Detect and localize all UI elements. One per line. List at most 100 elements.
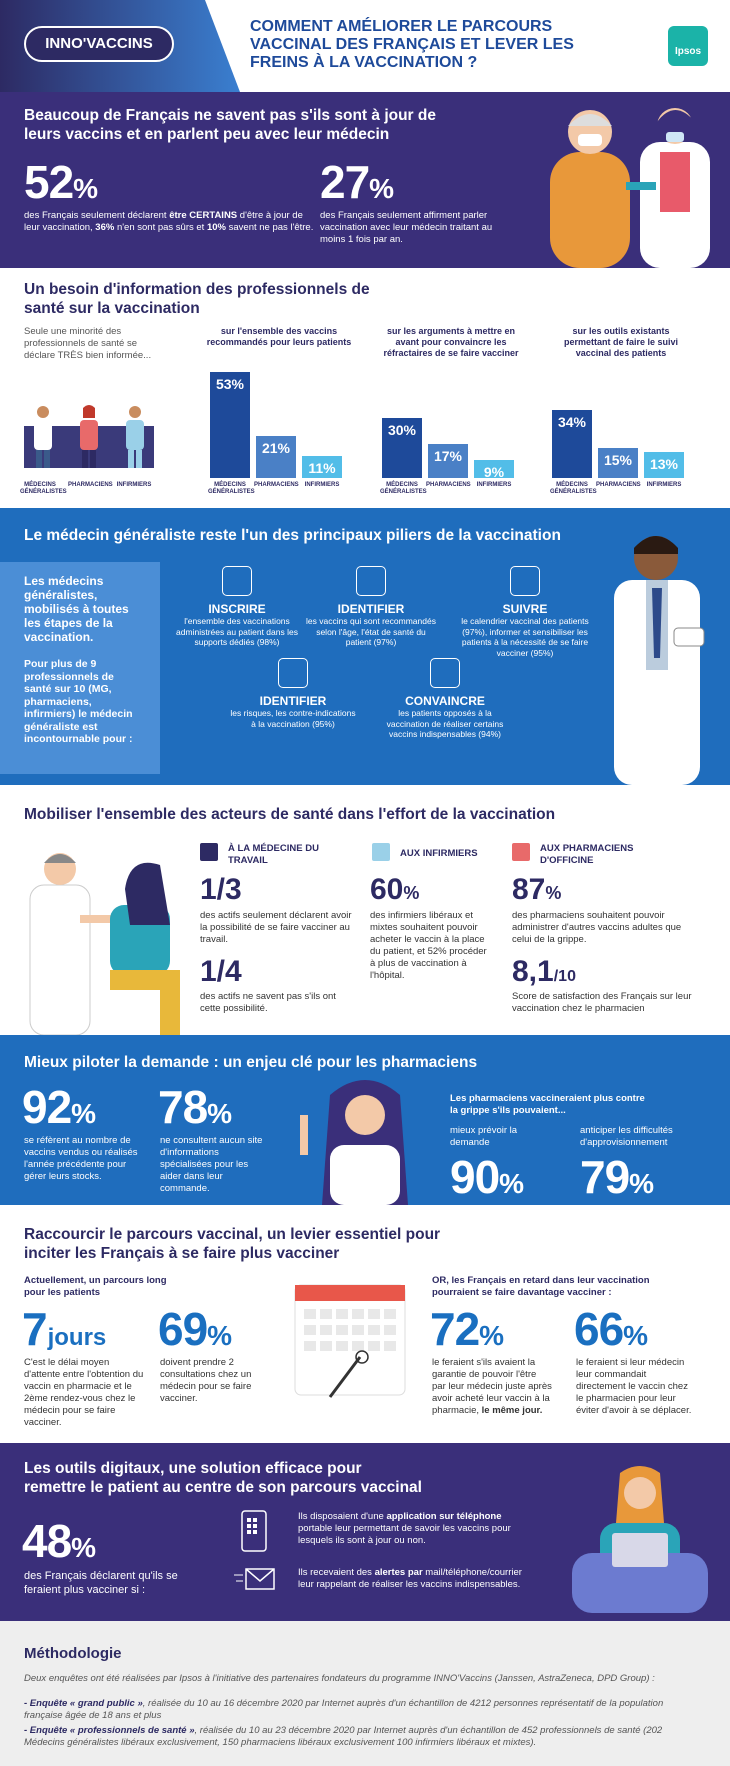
col3-head: AUX PHARMACIENS D'OFFICINE (540, 843, 634, 866)
people-icon (356, 566, 386, 596)
section-awareness: Beaucoup de Français ne savent pas s'ils… (0, 92, 730, 268)
bar-role-label: INFIRMIERS (304, 482, 340, 488)
section-methodology: Méthodologie Deux enquêtes ont été réali… (0, 1621, 730, 1766)
stat-78-text: ne consultent aucun site d'informations … (160, 1135, 263, 1194)
stat-79: 79% (580, 1151, 654, 1203)
action-title: IDENTIFIER (259, 694, 327, 708)
col1-value2: 1/4 (200, 955, 242, 988)
method-survey-2: - Enquête « professionnels de santé », r… (24, 1725, 663, 1748)
laptop-user-illustration (572, 1466, 708, 1613)
action-title: IDENTIFIER (337, 602, 405, 616)
section-title: Un besoin d'information des professionne… (24, 281, 370, 317)
speech-icon (430, 658, 460, 688)
bar-value-label: 17% (433, 448, 463, 464)
action-desc: les risques, les contre-indications à la… (230, 708, 356, 729)
vaccination-illustration (29, 853, 180, 1035)
section-title: Les outils digitaux, une solution effica… (24, 1460, 422, 1496)
bar-0-0: 53% (210, 372, 250, 478)
stat-66-text: le feraient si leur médecin leur command… (576, 1357, 692, 1416)
stat-48-text: des Français déclarent qu'ils se feraien… (24, 1570, 178, 1596)
stat-27: 27% (320, 156, 394, 208)
pharmacien-figure-icon (80, 405, 98, 468)
bar-2-2: 13% (644, 452, 684, 478)
stat-72-text: le feraient s'ils avaient la garantie de… (432, 1357, 552, 1416)
section-digital: Les outils digitaux, une solution effica… (0, 1443, 730, 1621)
bar-role-label: INFIRMIERS (476, 482, 512, 488)
bar-value-label: 21% (261, 440, 291, 456)
action-desc: l'ensemble des vaccinations administrées… (176, 616, 298, 647)
pharmacien-icon (512, 843, 530, 861)
bar-role-label: MÉDECINS GÉNÉRALISTES (550, 482, 597, 495)
section-title: Mobiliser l'ensemble des acteurs de sant… (24, 806, 556, 823)
right-head: Les pharmaciens vaccineraient plus contr… (450, 1093, 645, 1116)
method-survey-1: - Enquête « grand public », réalisée du … (24, 1698, 664, 1721)
bar-value-label: 15% (603, 452, 633, 468)
stat-66: 66% (574, 1303, 648, 1355)
mail-alert-icon (234, 1568, 275, 1590)
bar-group-caption: sur les outils existants permettant de f… (563, 326, 679, 358)
action-title: INSCRIRE (208, 602, 266, 616)
stat-52-text: des Français seulement déclarent être CE… (24, 210, 314, 233)
page-title: COMMENT AMÉLIORER LE PARCOURS VACCINAL D… (250, 18, 574, 71)
col2-text1: des infirmiers libéraux et mixtes souhai… (370, 910, 487, 981)
bar-group-caption: sur l'ensemble des vaccins recommandés p… (206, 326, 352, 347)
bar-1-0: 30% (382, 418, 422, 478)
action-desc: le calendrier vaccinal des patients (97%… (461, 616, 589, 658)
bar-value-label: 34% (557, 414, 587, 430)
stat-7-jours: 7jours (22, 1303, 107, 1355)
bar-group-caption: sur les arguments à mettre en avant pour… (383, 326, 519, 358)
item-alert-text: Ils recevaient des alertes par mail/télé… (298, 1567, 522, 1590)
section-title: Le médecin généraliste reste l'un des pr… (24, 527, 561, 544)
stat-92: 92% (22, 1081, 96, 1133)
bar-role-label: PHARMACIENS (426, 482, 471, 488)
bar-value-label: 53% (215, 376, 245, 392)
item-app-text: Ils disposaient d'une application sur té… (298, 1511, 511, 1546)
side-text-2: Pour plus de 9 professionnels de santé s… (24, 658, 133, 745)
section-title: Raccourcir le parcours vaccinal, un levi… (24, 1226, 441, 1262)
section-demand: Mieux piloter la demande : un enjeu clé … (0, 1035, 730, 1205)
infirmier-figure-icon (126, 406, 144, 468)
role-label-medecins: MÉDECINS GÉNÉRALISTES (20, 482, 67, 495)
action-item: SUIVRE le calendrier vaccinal des patient… (460, 566, 590, 658)
stat-52: 52% (24, 156, 98, 208)
pharmacist-illustration (300, 1080, 408, 1205)
col1-value1: 1/3 (200, 873, 242, 906)
col2-head: AUX INFIRMIERS (400, 848, 478, 859)
bar-2-0: 34% (552, 410, 592, 478)
col3-value1: 87% (512, 873, 562, 906)
action-desc: les patients opposés à la vaccination de… (386, 708, 504, 739)
side-text-1: Les médecins généralistes, mobilisés à t… (24, 574, 129, 644)
action-title: SUIVRE (502, 602, 548, 616)
right-head: OR, les Français en retard dans leur vac… (432, 1275, 650, 1298)
side-panel (0, 562, 160, 774)
bar-0-1: 21% (256, 436, 296, 478)
calendar-icon (510, 566, 540, 596)
col1-text2: des actifs ne savent pas s'ils ont cette… (200, 991, 336, 1014)
bar-2-1: 15% (598, 448, 638, 478)
stat-90: 90% (450, 1151, 524, 1203)
bar-role-label: PHARMACIENS (596, 482, 641, 488)
col1-head: À LA MÉDECINE DU TRAVAIL (228, 843, 319, 866)
action-item: IDENTIFIER les risques, les contre-indica… (228, 658, 358, 729)
stat-92-text: se réfèrent au nombre de vaccins vendus … (24, 1135, 138, 1182)
stat-48: 48% (22, 1515, 96, 1567)
stat-79-label: anticiper les difficultés d'approvisionn… (580, 1125, 673, 1148)
bar-1-2: 9% (474, 460, 514, 480)
doctor-patient-illustration (550, 108, 710, 268)
medecine-travail-icon (200, 843, 218, 861)
section-health-actors: Mobiliser l'ensemble des acteurs de sant… (0, 785, 730, 1035)
bar-value-label: 13% (649, 456, 679, 472)
ipsos-logo: Ipsos (668, 26, 708, 66)
col3-text2: Score de satisfaction des Français sur l… (512, 991, 692, 1014)
stat-78: 78% (158, 1081, 232, 1133)
intro-text: Seule une minorité des professionnels de… (24, 326, 152, 361)
col1-text1: des actifs seulement déclarent avoir la … (200, 910, 352, 945)
bar-role-label: MÉDECINS GÉNÉRALISTES (208, 482, 255, 495)
bar-value-label: 11% (308, 460, 336, 476)
role-label-pharmaciens: PHARMACIENS (68, 482, 113, 488)
stat-27-text: des Français seulement affirment parler … (320, 210, 493, 245)
stat-72: 72% (430, 1303, 504, 1355)
action-item: IDENTIFIER les vaccins qui sont recommand… (306, 566, 436, 648)
stat-90-label: mieux prévoir la demande (450, 1125, 518, 1148)
stat-69-text: doivent prendre 2 consultations chez un … (160, 1357, 252, 1404)
